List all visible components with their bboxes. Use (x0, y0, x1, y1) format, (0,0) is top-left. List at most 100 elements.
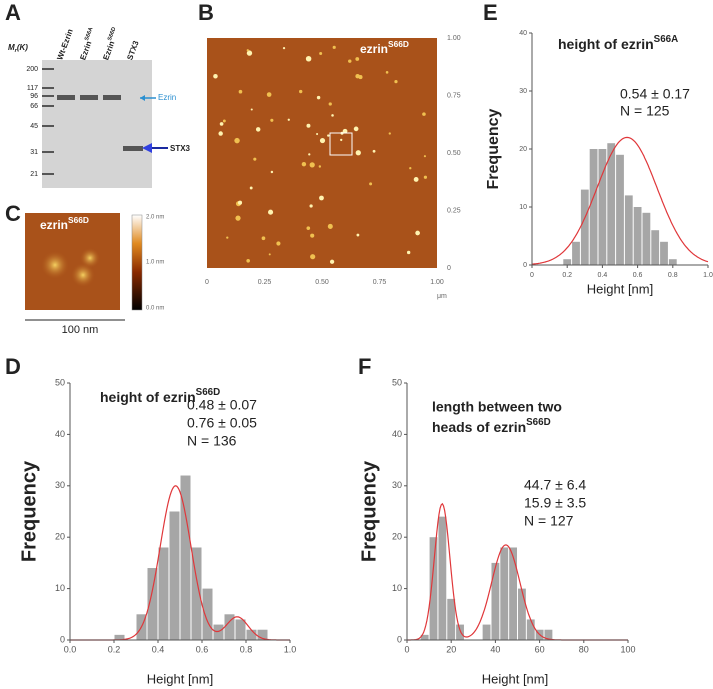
panel-letter: D (5, 354, 21, 379)
bar (235, 619, 246, 640)
mr-unit: (K) (17, 43, 28, 52)
afm-x-tick: 0 (205, 279, 209, 286)
x-tick-label: 0.2 (562, 272, 572, 279)
x-tick-label: 80 (579, 644, 589, 654)
bar (589, 149, 598, 265)
bar (500, 547, 509, 640)
afm-particle (309, 162, 315, 168)
afm-x-tick: 1.00 (430, 279, 444, 286)
afm-particle (355, 57, 360, 61)
bar (518, 588, 526, 640)
afm-particle (255, 127, 261, 132)
annotation: N = 127 (524, 513, 574, 529)
lane-label: STX3 (125, 39, 140, 61)
y-tick-label: 0 (523, 262, 527, 269)
bar (438, 516, 447, 640)
afm-particle (327, 223, 333, 229)
afm-particle (310, 233, 315, 238)
chart-title-base: height of ezrin (100, 389, 196, 405)
x-tick-label: 0.0 (64, 644, 77, 654)
afm-particle (409, 167, 412, 170)
afm-y-tick: 0.25 (447, 207, 461, 214)
bar (660, 241, 668, 265)
afm-particle (268, 253, 271, 256)
afm-particle (287, 118, 290, 121)
y-tick-label: 20 (519, 146, 527, 153)
afm-particle (318, 165, 322, 168)
chart-title-base: height of ezrin (558, 36, 654, 52)
bar (246, 629, 257, 640)
zoom-label-sup: S66D (68, 215, 89, 225)
afm-particle (246, 50, 253, 56)
bar (158, 547, 169, 640)
afm-x-tick: 0.75 (373, 279, 387, 286)
band-label: STX3 (170, 144, 191, 153)
panel-letter: E (483, 0, 498, 25)
x-tick-label: 0.4 (598, 272, 608, 279)
y-tick-label: 0 (397, 634, 402, 644)
afm-particle (353, 126, 359, 132)
y-tick-label: 30 (392, 480, 402, 490)
zoom-image (25, 213, 120, 310)
lane-label-base: Ezrin (78, 40, 93, 62)
annotation: N = 125 (620, 103, 670, 119)
x-tick-label: 1.0 (703, 272, 713, 279)
bar (607, 143, 616, 265)
y-tick-label: 10 (392, 583, 402, 593)
bar (526, 619, 535, 640)
afm-particle (308, 153, 311, 156)
bar (651, 230, 660, 265)
afm-y-tick: 0.50 (447, 150, 461, 157)
band-label: Ezrin (158, 93, 176, 102)
afm-particle (270, 118, 274, 122)
bar (563, 259, 572, 265)
y-tick-label: 0 (60, 634, 65, 644)
bar (257, 629, 268, 640)
y-tick-label: 40 (392, 429, 402, 439)
arrows (140, 95, 168, 153)
bar (580, 189, 589, 265)
chart-title: height of ezrinS66A (558, 34, 678, 52)
y-tick-label: 40 (55, 429, 65, 439)
scale-label: 100 nm (62, 324, 99, 336)
afm-particle (355, 150, 361, 156)
afm-particle (309, 204, 313, 208)
zoom-particles (41, 248, 100, 287)
afm-label-base: ezrin (360, 42, 388, 56)
bar (642, 212, 651, 265)
afm-particles (213, 45, 428, 264)
marker-label: 96 (30, 93, 38, 100)
chart-title-base: heads of ezrin (432, 419, 526, 435)
chart-title: height of ezrinS66D (100, 387, 220, 405)
marker-label: 21 (30, 171, 38, 178)
afm-y-tick: 1.00 (447, 35, 461, 42)
afm-particle (235, 215, 241, 221)
bar (147, 568, 158, 640)
afm-particle (328, 102, 332, 106)
lane-label: EzrinS66A (78, 27, 99, 62)
bar (624, 195, 633, 265)
afm-particle (301, 161, 307, 167)
afm-particle (237, 200, 243, 205)
y-axis-label: Frequency (485, 108, 502, 189)
afm-particle (355, 73, 360, 79)
afm-particle (306, 123, 311, 128)
bar (213, 624, 224, 640)
afm-particle (316, 133, 319, 136)
mr: M (8, 43, 15, 52)
afm-particle (305, 55, 312, 62)
annotation: 0.48 ± 0.07 (187, 397, 257, 413)
bar (491, 562, 500, 640)
afm-particle (319, 195, 324, 201)
chart-title-sup: S66D (526, 417, 551, 428)
annotation: 0.76 ± 0.05 (187, 415, 257, 431)
panel-letter: F (358, 354, 371, 379)
afm-particle (369, 182, 373, 186)
marker-label: 66 (30, 103, 38, 110)
bar (114, 634, 125, 640)
y-tick-label: 10 (55, 583, 65, 593)
x-tick-label: 0.4 (152, 644, 165, 654)
mr-label: Mr(K) (8, 43, 28, 54)
afm-particle (329, 259, 335, 264)
